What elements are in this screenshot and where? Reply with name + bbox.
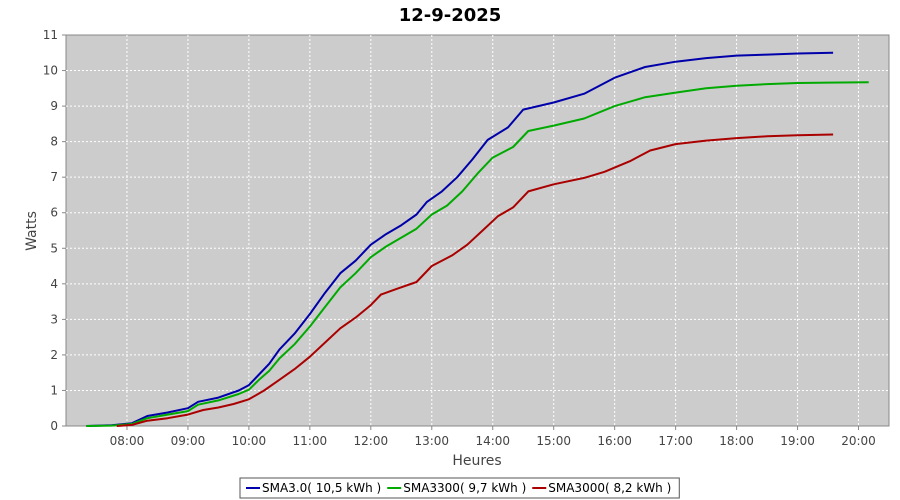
plot-area xyxy=(65,34,890,427)
x-tick-label: 18:00 xyxy=(719,434,754,448)
grid-lines xyxy=(66,35,889,426)
series-line-2 xyxy=(116,133,834,427)
chart-title: 12-9-2025 xyxy=(399,5,502,26)
y-tick-label: 3 xyxy=(50,312,58,326)
legend-label-0: SMA3.0( 10,5 kWh ) xyxy=(262,481,381,495)
x-tick-label: 08:00 xyxy=(110,434,145,448)
x-tick-label: 16:00 xyxy=(597,434,632,448)
x-tick-label: 19:00 xyxy=(780,434,815,448)
x-tick-label: 17:00 xyxy=(658,434,693,448)
y-tick-label: 7 xyxy=(50,170,58,184)
y-axis-title: Watts xyxy=(24,211,40,251)
x-tick-label: 20:00 xyxy=(841,434,876,448)
y-tick-label: 5 xyxy=(50,241,58,255)
legend-label-2: SMA3000( 8,2 kWh ) xyxy=(548,481,671,495)
y-tick-label: 2 xyxy=(50,348,58,362)
x-tick-label: 09:00 xyxy=(171,434,206,448)
series-line-1 xyxy=(86,81,869,427)
y-tick-label: 1 xyxy=(50,383,58,397)
x-tick-label: 12:00 xyxy=(354,434,389,448)
series-lines xyxy=(86,51,869,427)
y-tick-label: 6 xyxy=(50,206,58,220)
y-tick-label: 9 xyxy=(50,99,58,113)
y-tick-label: 8 xyxy=(50,135,58,149)
legend-box xyxy=(239,477,680,499)
x-tick-label: 14:00 xyxy=(475,434,510,448)
x-tick-label: 13:00 xyxy=(414,434,449,448)
series-line-0 xyxy=(86,51,834,427)
x-tick-label: 11:00 xyxy=(293,434,328,448)
y-tick-label: 11 xyxy=(43,28,58,42)
y-tick-label: 0 xyxy=(50,419,58,433)
y-tick-label: 10 xyxy=(43,64,58,78)
y-tick-label: 4 xyxy=(50,277,58,291)
x-tick-label: 10:00 xyxy=(232,434,267,448)
x-axis-title: Heures xyxy=(452,453,501,469)
x-tick-label: 15:00 xyxy=(536,434,571,448)
legend: SMA3.0( 10,5 kWh ) SMA3300( 9,7 kWh ) SMA3… xyxy=(239,477,680,499)
y-axis-ticks: 0 1 2 3 4 5 6 7 8 9 10 11 xyxy=(43,28,66,433)
legend-label-1: SMA3300( 9,7 kWh ) xyxy=(403,481,526,495)
x-axis-ticks: 08:00 09:00 10:00 11:00 12:00 13:00 14:00 15:00… xyxy=(110,426,876,448)
